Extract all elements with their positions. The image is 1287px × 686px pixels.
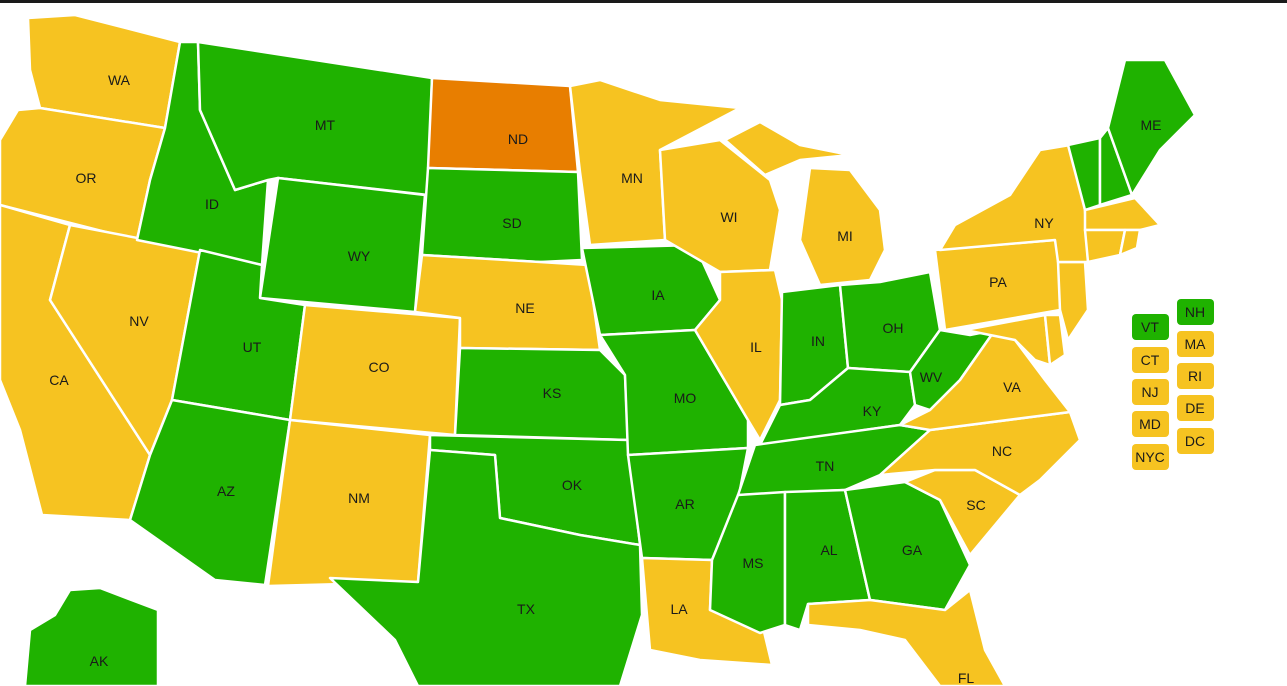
- small-state-nj-bg[interactable]: [1132, 379, 1169, 405]
- state-il[interactable]: [693, 268, 784, 442]
- state-ak[interactable]: [23, 586, 160, 686]
- state-ri[interactable]: [1118, 228, 1142, 257]
- small-state-md-bg[interactable]: [1132, 411, 1169, 437]
- state-fl[interactable]: [806, 588, 1007, 686]
- small-state-ri-bg[interactable]: [1177, 363, 1214, 389]
- small-state-ct-bg[interactable]: [1132, 347, 1169, 373]
- small-state-nh-bg[interactable]: [1177, 299, 1214, 325]
- small-state-md-button[interactable]: MD: [1132, 411, 1169, 437]
- small-state-de-button[interactable]: DE: [1177, 395, 1214, 421]
- state-tx[interactable]: [328, 448, 644, 686]
- small-state-vt-button[interactable]: VT: [1132, 314, 1169, 340]
- small-state-dc-bg[interactable]: [1177, 428, 1214, 454]
- small-state-nh-button[interactable]: NH: [1177, 299, 1214, 325]
- state-nd[interactable]: [426, 76, 580, 174]
- small-state-vt-bg[interactable]: [1132, 314, 1169, 340]
- small-state-ma-bg[interactable]: [1177, 331, 1214, 357]
- state-wy[interactable]: [258, 176, 427, 314]
- state-de[interactable]: [1043, 313, 1067, 367]
- state-sd[interactable]: [420, 166, 584, 264]
- small-state-nyc-bg[interactable]: [1132, 444, 1169, 470]
- state-mi[interactable]: [798, 166, 887, 287]
- state-me[interactable]: [1106, 58, 1197, 197]
- top-border: [0, 0, 1287, 3]
- small-state-nj-button[interactable]: NJ: [1132, 379, 1169, 405]
- small-state-dc-button[interactable]: DC: [1177, 428, 1214, 454]
- state-ks[interactable]: [453, 346, 630, 442]
- small-state-nyc-button[interactable]: NYC: [1132, 444, 1169, 470]
- small-state-de-bg[interactable]: [1177, 395, 1214, 421]
- state-nm[interactable]: [266, 418, 432, 588]
- small-state-ri-button[interactable]: RI: [1177, 363, 1214, 389]
- small-state-buttons: VT NH CT MA NJ RI MD DE: [1132, 299, 1214, 470]
- state-mi-upper[interactable]: [723, 120, 852, 177]
- small-state-ma-button[interactable]: MA: [1177, 331, 1214, 357]
- state-ct[interactable]: [1083, 228, 1127, 264]
- state-co[interactable]: [288, 303, 462, 437]
- state-ny[interactable]: [938, 143, 1090, 264]
- state-ma[interactable]: [1083, 196, 1162, 232]
- state-mt[interactable]: [196, 40, 434, 197]
- state-wi[interactable]: [658, 138, 782, 274]
- small-state-ct-button[interactable]: CT: [1132, 347, 1169, 373]
- state-md[interactable]: [963, 313, 1052, 367]
